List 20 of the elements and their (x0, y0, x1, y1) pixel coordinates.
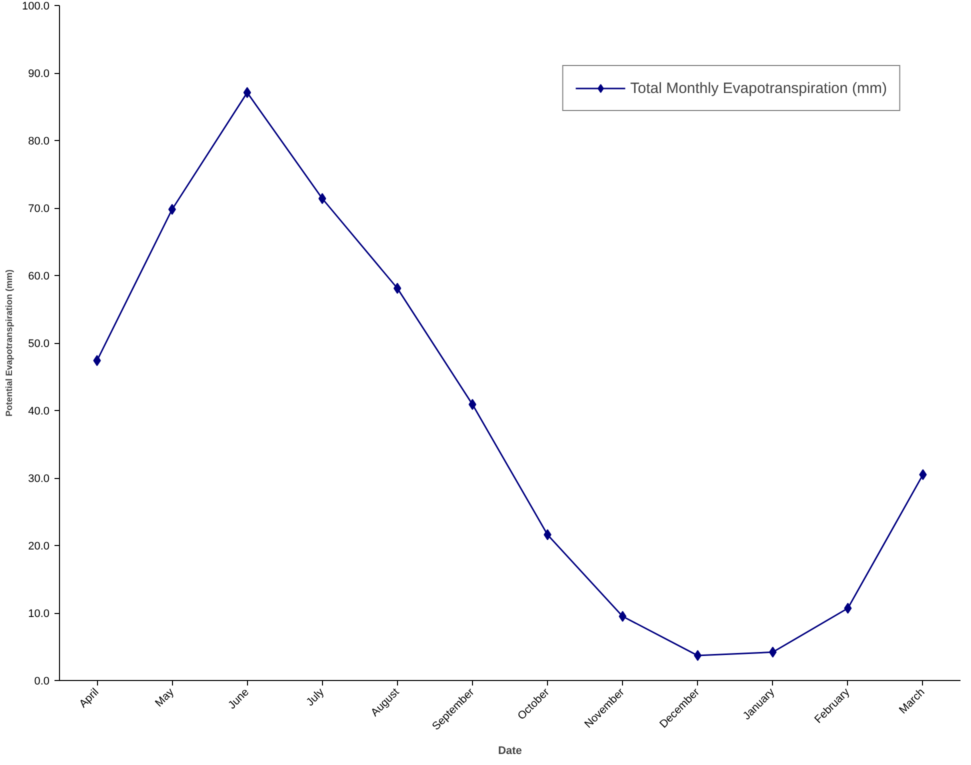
x-tick-label: May (153, 686, 177, 710)
point (768, 646, 777, 658)
y-tick-label: 50.0 (28, 338, 50, 350)
y-tick-label: 80.0 (28, 136, 50, 148)
y-tick-label: 20.0 (28, 540, 50, 552)
y-tick-label: 10.0 (28, 608, 50, 620)
point (694, 650, 702, 662)
legend-label: Total Monthly Evapotranspiration (mm) (630, 80, 887, 96)
y-axis-title: Potential Evapotranspiration (mm) (4, 269, 14, 417)
y-tick-label: 90.0 (28, 68, 50, 80)
y-tick-label: 70.0 (28, 203, 50, 215)
y-tick-label: 30.0 (28, 473, 50, 485)
y-tick-label: 60.0 (28, 270, 50, 282)
point (318, 193, 326, 204)
x-axis-title: Date (498, 745, 522, 758)
x-tick-label: July (304, 686, 327, 709)
y-tick-label: 40.0 (28, 406, 50, 418)
point (243, 87, 252, 98)
y-tick-label: 100.0 (22, 0, 50, 12)
y-tick-label: 0.0 (34, 676, 50, 688)
